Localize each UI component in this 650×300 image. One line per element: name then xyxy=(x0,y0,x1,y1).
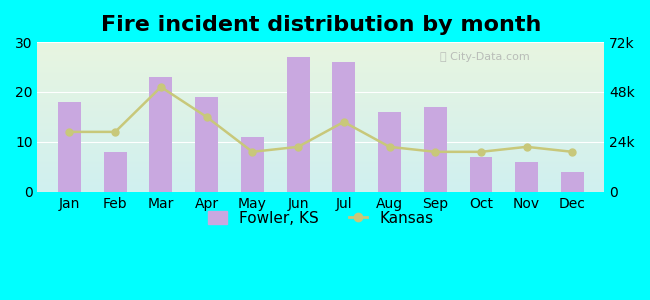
Bar xyxy=(424,107,447,192)
Text: ⓘ City-Data.com: ⓘ City-Data.com xyxy=(440,52,530,62)
Bar xyxy=(195,97,218,192)
Bar xyxy=(104,152,127,192)
Bar xyxy=(469,157,493,192)
Bar xyxy=(378,112,401,192)
Bar xyxy=(58,102,81,192)
Bar xyxy=(241,137,264,192)
Bar xyxy=(332,62,356,192)
Legend: Fowler, KS, Kansas: Fowler, KS, Kansas xyxy=(202,205,440,232)
Bar xyxy=(515,162,538,192)
Bar xyxy=(561,172,584,192)
Bar xyxy=(287,57,309,192)
Bar xyxy=(150,77,172,192)
Title: Fire incident distribution by month: Fire incident distribution by month xyxy=(101,15,541,35)
